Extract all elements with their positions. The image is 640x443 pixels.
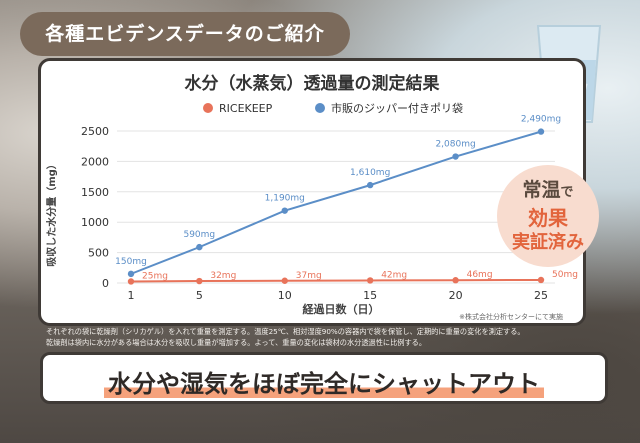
x-tick-label: 20 xyxy=(449,289,463,302)
source-note: ※株式会社分析センターにて実施 xyxy=(459,312,563,321)
y-tick-label: 2500 xyxy=(81,125,109,138)
chart-title: 水分（水蒸気）透過量の測定結果 xyxy=(185,73,440,94)
test-method-footnote: それぞれの袋に乾燥剤（シリカゲル）を入れて重量を測定する。温度25℃、相対湿度9… xyxy=(46,326,606,348)
series-line-0 xyxy=(130,278,542,283)
section-badge: 各種エビデンスデータのご紹介 xyxy=(20,12,350,56)
data-point xyxy=(452,277,459,284)
y-tick-label: 500 xyxy=(88,247,109,260)
y-tick-labels: 0 500 1000 1500 2000 2500 xyxy=(81,125,109,290)
x-axis-label: 経過日数（日） xyxy=(303,302,380,316)
data-point xyxy=(366,277,374,284)
data-point xyxy=(281,207,288,214)
legend-label-ricekeep: RICEKEEP xyxy=(219,102,273,115)
tagline-text: 水分や湿気をほぼ完全にシャットアウト xyxy=(104,370,544,398)
series-line-1 xyxy=(130,130,542,275)
data-label: 25mg xyxy=(142,271,168,281)
y-tick-label: 1500 xyxy=(81,186,109,199)
x-tick-labels: 1 5 10 15 20 25 xyxy=(128,289,549,302)
chart-panel: 水分（水蒸気）透過量の測定結果 RICEKEEP 市販のジッパー付きポリ袋 吸収… xyxy=(38,58,586,326)
data-label: 1,190mg xyxy=(265,194,305,204)
data-point xyxy=(196,243,203,251)
data-label: 1,610mg xyxy=(350,168,390,178)
tagline-banner: 水分や湿気をほぼ完全にシャットアウト xyxy=(40,352,608,404)
legend-marker-polybag xyxy=(315,103,325,113)
data-label: 150mg xyxy=(115,257,147,267)
callout-line3: 実証済み xyxy=(512,232,584,253)
x-tick-label: 10 xyxy=(278,289,292,302)
line-chart: 水分（水蒸気）透過量の測定結果 RICEKEEP 市販のジッパー付きポリ袋 吸収… xyxy=(45,73,578,321)
footnote-line-1: それぞれの袋に乾燥剤（シリカゲル）を入れて重量を測定する。温度25℃、相対湿度9… xyxy=(46,327,525,336)
effect-proven-callout: 常温で 効果 実証済み xyxy=(497,165,599,267)
footnote-line-2: 乾燥剤は袋内に水分がある場合は水分を吸収し重量が増加する。よって、重量の変化は袋… xyxy=(46,338,427,347)
x-tick-label: 1 xyxy=(128,289,135,302)
data-point xyxy=(196,277,203,285)
x-tick-label: 15 xyxy=(363,289,377,302)
legend-label-polybag: 市販のジッパー付きポリ袋 xyxy=(331,101,463,115)
y-axis-label: 吸収した水分量（mg） xyxy=(45,159,58,267)
data-point xyxy=(537,128,545,135)
data-point xyxy=(366,181,374,189)
legend-marker-ricekeep xyxy=(203,103,213,113)
data-point xyxy=(537,276,545,284)
y-tick-label: 1000 xyxy=(81,216,109,229)
grid-lines xyxy=(117,130,555,284)
callout-line1: 常温 xyxy=(522,179,561,201)
x-tick-label: 25 xyxy=(534,289,548,302)
data-series: 25mg 32mg 37mg 42mg 46mg 50mg 150mg 590mg 1,190m… xyxy=(115,115,578,285)
data-label: 2,080mg xyxy=(435,140,475,150)
data-label: 42mg xyxy=(381,270,407,280)
data-label: 2,490mg xyxy=(521,115,561,125)
data-label: 37mg xyxy=(296,271,322,281)
y-tick-label: 2000 xyxy=(81,155,109,168)
data-point xyxy=(452,153,459,160)
legend: RICEKEEP 市販のジッパー付きポリ袋 xyxy=(203,101,463,115)
callout-line1-suffix: で xyxy=(560,185,574,200)
x-tick-label: 5 xyxy=(196,289,203,302)
data-label: 50mg xyxy=(552,270,578,280)
y-tick-label: 0 xyxy=(102,277,109,290)
data-point xyxy=(127,270,135,278)
data-label: 32mg xyxy=(210,271,236,281)
data-point xyxy=(281,277,288,284)
callout-line2: 効果 xyxy=(528,206,568,230)
data-label: 590mg xyxy=(183,230,215,240)
data-point xyxy=(127,278,135,285)
data-label: 46mg xyxy=(467,270,493,280)
